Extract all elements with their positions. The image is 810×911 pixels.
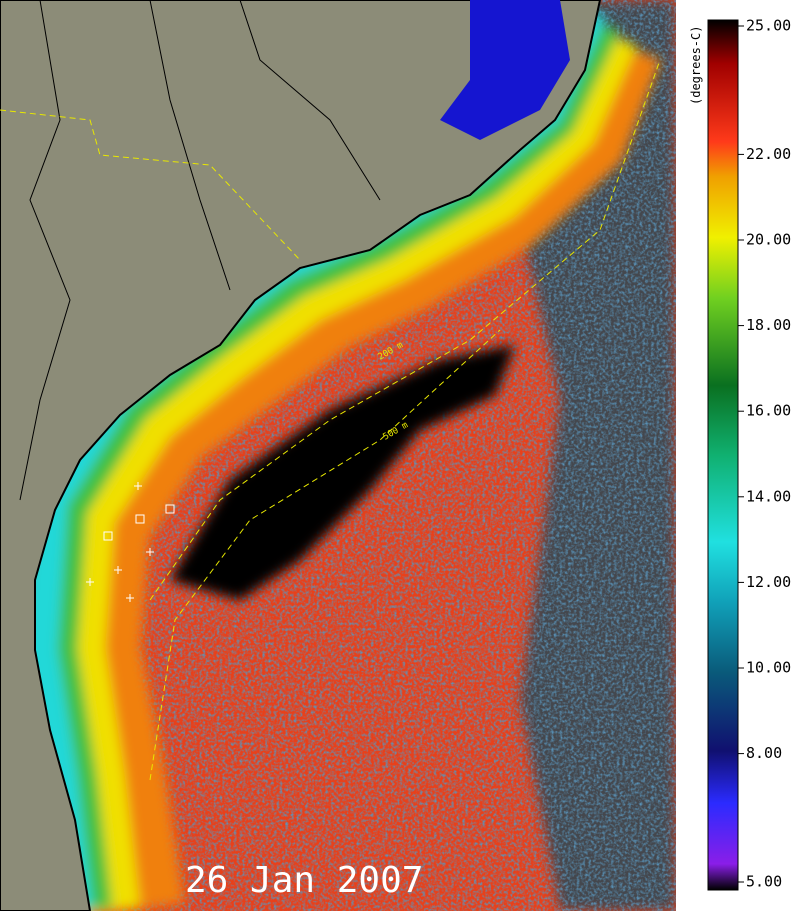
tick-label: 20.00 [746,231,791,249]
colorbar [707,19,739,891]
colorbar-label: (degrees-C) [689,26,703,105]
isobath-lines [0,59,661,781]
tick-label: 10.00 [746,659,791,677]
tick-label: 5.00 [746,873,782,891]
sound [440,0,570,140]
tick-label: 8.00 [746,744,782,762]
map-area: 200 m 500 m 26 Jan 2007 [0,0,676,911]
warm-core [170,345,515,600]
tick-label: 12.00 [746,573,791,591]
tick-label: 14.00 [746,487,791,505]
land [0,0,602,911]
borders [19,0,381,501]
colorbar-ticks: 25.00 22.00 20.00 18.00 16.00 14.00 12.00 10.00… [738,17,791,891]
station-markers [86,482,175,602]
tick-label: 16.00 [746,402,791,420]
tick-label: 25.00 [746,17,791,35]
tick-label: 22.00 [746,145,791,163]
date-label: 26 Jan 2007 [185,860,423,901]
tick-label: 18.00 [746,316,791,334]
